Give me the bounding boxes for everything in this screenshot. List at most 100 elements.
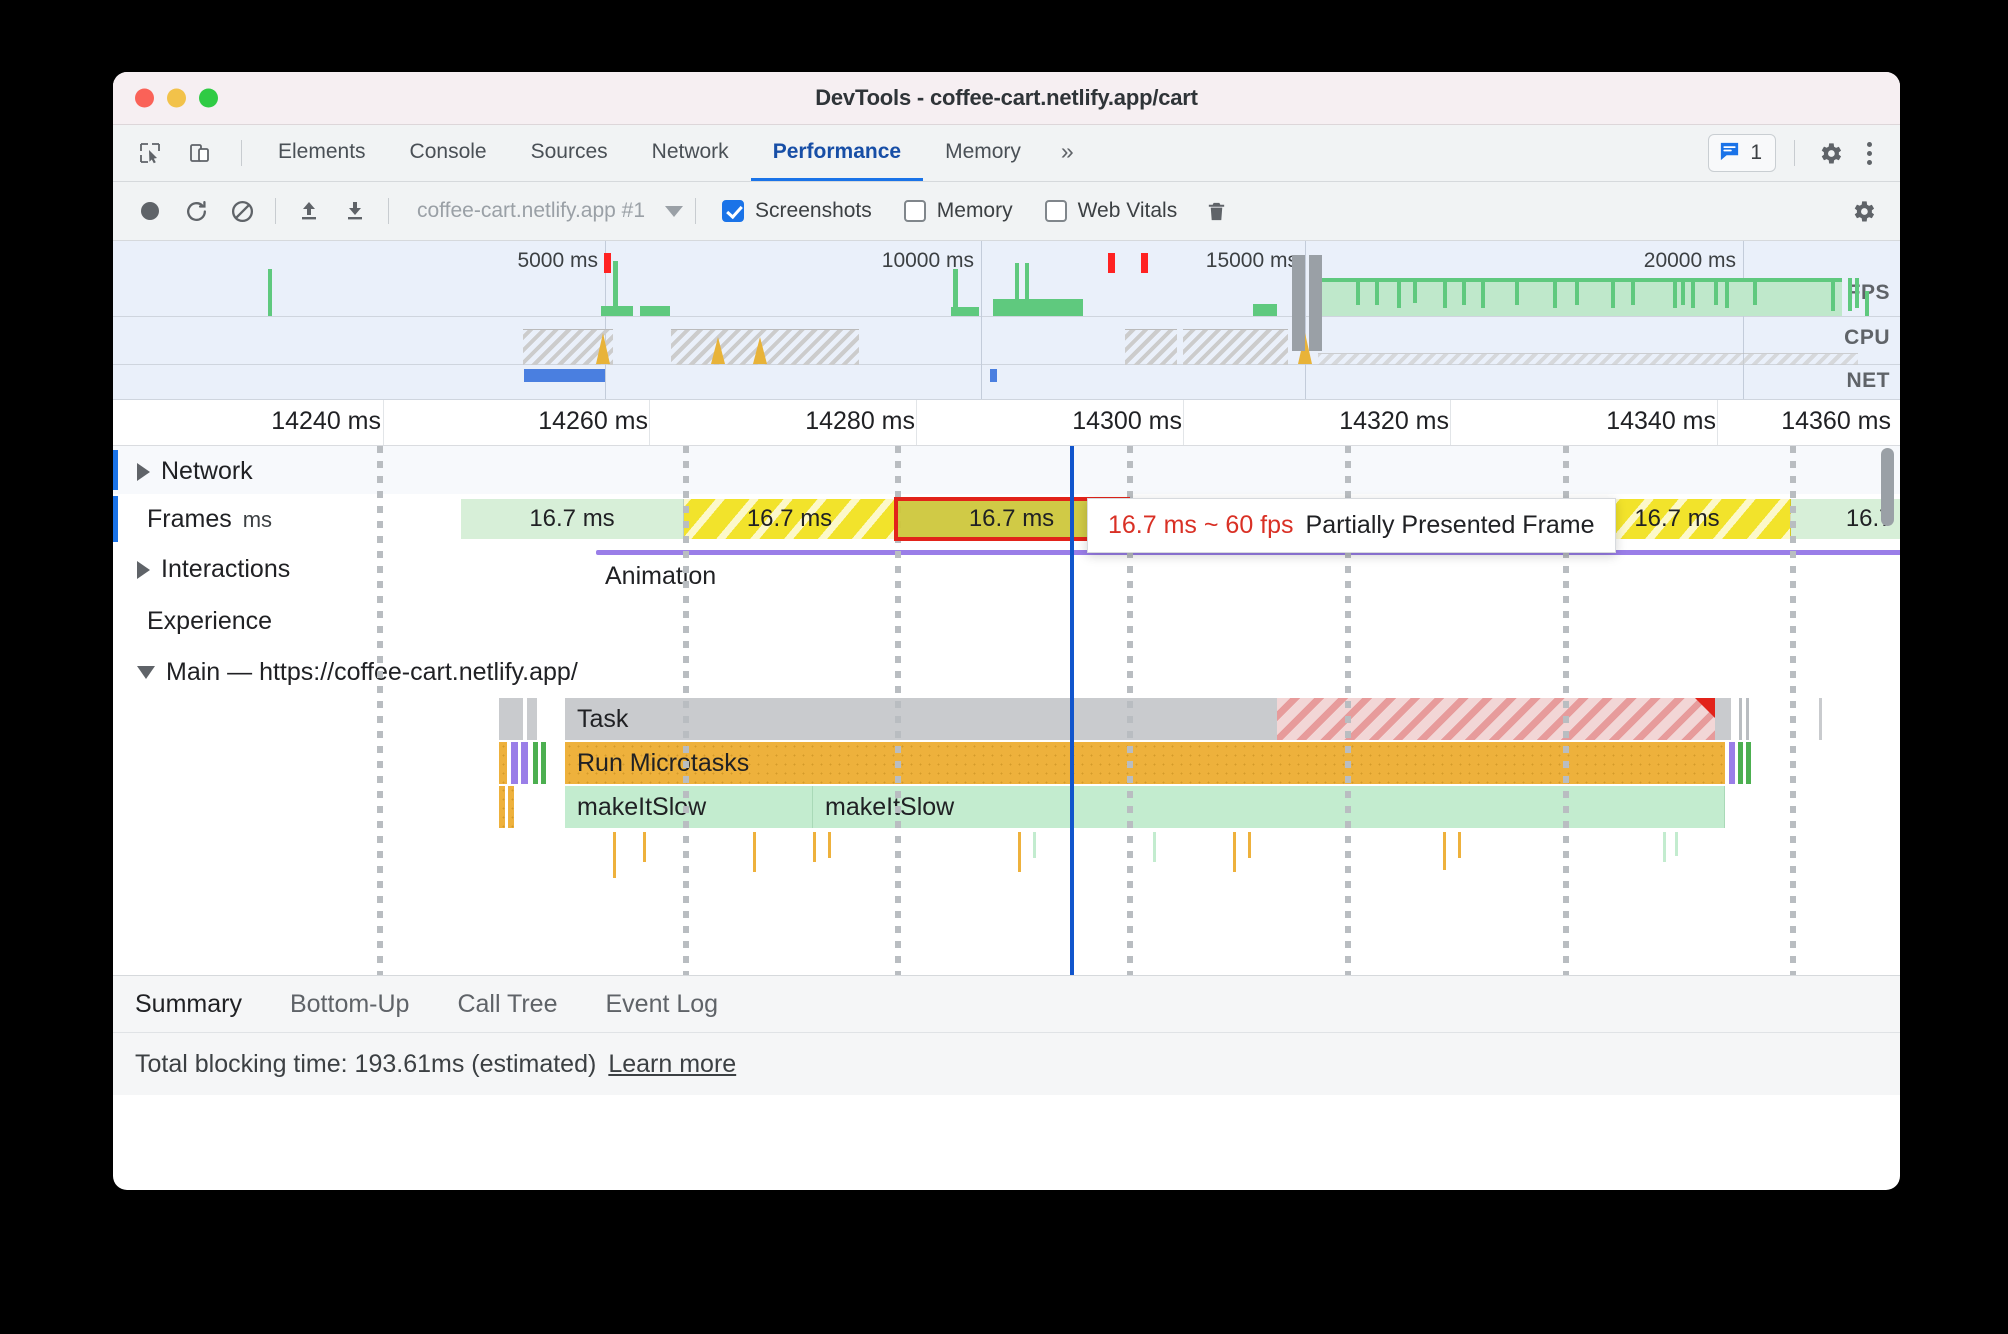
perfbar-divider-3 — [695, 198, 697, 224]
timeline-overview[interactable]: FPS CPU NET 5000 ms 10000 ms 15000 ms 20… — [113, 241, 1900, 400]
frame-duration: 16.7 ms — [746, 505, 833, 532]
main-track-name: Main — https://coffee-cart.netlify.app/ — [166, 658, 578, 686]
minimize-window-button[interactable] — [167, 88, 186, 108]
tabbar-right-icons: 1 — [1708, 125, 1900, 181]
window-controls[interactable] — [135, 88, 218, 108]
profile-select-value[interactable]: coffee-cart.netlify.app #1 — [417, 199, 646, 222]
clear-no-entry-icon[interactable] — [221, 192, 263, 230]
record-circle-icon[interactable] — [129, 192, 171, 230]
track-label-interactions[interactable]: Interactions — [137, 555, 290, 584]
ruler-gridline — [649, 400, 650, 445]
overview-fps-bar — [1725, 278, 1729, 308]
flame-bar-task-pre[interactable] — [499, 698, 523, 740]
zoom-window-button[interactable] — [199, 88, 218, 108]
memory-checkbox-box[interactable] — [903, 200, 926, 222]
flame-tick — [1153, 832, 1156, 862]
flame-bar-microtasks[interactable]: Run Microtasks — [565, 742, 1725, 784]
flame-bar-task-post[interactable] — [1715, 698, 1731, 740]
tab-performance[interactable]: Performance — [750, 125, 924, 181]
track-selection-edge — [113, 450, 118, 490]
tabbar-divider — [1794, 140, 1795, 166]
flame-bar-microtasks-pre[interactable] — [499, 742, 507, 784]
save-profile-down-icon[interactable] — [334, 192, 376, 230]
overview-fps-bar — [1855, 278, 1859, 308]
gear-icon[interactable] — [1813, 136, 1847, 170]
reload-record-icon[interactable] — [175, 192, 217, 230]
tab-call-tree[interactable]: Call Tree — [457, 989, 558, 1018]
capture-settings-gear-icon[interactable] — [1842, 192, 1884, 230]
overview-fps-bar — [1631, 278, 1635, 305]
tab-sources[interactable]: Sources — [530, 139, 608, 163]
experience-track-name: Experience — [147, 607, 273, 635]
flame-bar-task[interactable]: Task — [565, 698, 1277, 740]
message-count-badge[interactable]: 1 — [1708, 134, 1776, 172]
track-main[interactable]: Main — https://coffee-cart.netlify.app/ … — [113, 646, 1900, 975]
overview-cpu-baseline — [1318, 353, 1858, 365]
flame-tick — [541, 742, 546, 784]
web-vitals-checkbox-box[interactable] — [1044, 200, 1067, 222]
tab-elements[interactable]: Elements — [278, 139, 366, 163]
device-toolbar-icon[interactable] — [183, 136, 217, 170]
chevron-down-icon[interactable] — [137, 666, 155, 679]
tab-summary[interactable]: Summary — [135, 989, 242, 1018]
frame-block[interactable]: 16.7 ms — [684, 499, 896, 539]
overview-band-cpu — [113, 316, 1900, 365]
frame-guide — [1127, 446, 1133, 975]
flame-bar-slow-1[interactable]: makeItSlow — [565, 786, 813, 828]
chevron-right-icon[interactable] — [137, 560, 150, 579]
overview-window-handle-left[interactable] — [1292, 255, 1305, 351]
track-label-main[interactable]: Main — https://coffee-cart.netlify.app/ — [137, 658, 578, 687]
overview-time-label: 15000 ms — [1205, 249, 1298, 272]
more-tabs-button[interactable]: » — [1060, 138, 1074, 164]
timeline-tracks[interactable]: Network Frames ms 16.7 ms 16.7 ms 16.7 m… — [113, 446, 1900, 975]
trash-icon[interactable] — [1195, 192, 1237, 230]
overview-window-handle-right[interactable] — [1309, 255, 1322, 351]
flame-bar-slow-pre2[interactable] — [508, 786, 514, 828]
screenshots-checkbox-box[interactable] — [722, 200, 745, 222]
memory-checkbox[interactable]: Memory — [890, 199, 1027, 223]
screenshots-checkbox[interactable]: Screenshots — [708, 199, 886, 223]
perfbar-divider-2 — [388, 198, 389, 224]
web-vitals-checkbox[interactable]: Web Vitals — [1031, 199, 1192, 223]
details-tabbar: Summary Bottom-Up Call Tree Event Log — [113, 975, 1900, 1032]
flame-bar-label: Task — [577, 704, 629, 733]
tab-event-log[interactable]: Event Log — [605, 989, 719, 1018]
track-label-frames[interactable]: Frames ms — [147, 505, 272, 534]
chevron-down-icon[interactable] — [665, 205, 684, 217]
flame-bar-slow-pre[interactable] — [499, 786, 505, 828]
ruler-gridline — [1183, 400, 1184, 445]
screenshots-label: Screenshots — [755, 199, 872, 222]
flame-bar-label: Run Microtasks — [577, 748, 750, 777]
overview-fps-bar — [1253, 304, 1277, 316]
performance-toolbar: coffee-cart.netlify.app #1 Screenshots M… — [113, 182, 1900, 241]
chevron-right-icon[interactable] — [137, 462, 150, 481]
overview-network-bar — [990, 369, 997, 382]
flame-tick — [753, 832, 756, 872]
flame-tick — [1248, 832, 1251, 858]
overview-network-bar — [524, 369, 605, 382]
frame-block[interactable]: 16.7 ms — [461, 499, 684, 539]
tab-memory[interactable]: Memory — [945, 139, 1021, 163]
track-label-network[interactable]: Network — [137, 457, 253, 486]
flame-bar-task-long[interactable] — [1277, 698, 1715, 740]
track-label-experience[interactable]: Experience — [147, 607, 272, 636]
flame-bar-slow-2[interactable]: makeItSlow — [813, 786, 1725, 828]
learn-more-link[interactable]: Learn more — [608, 1049, 737, 1078]
tab-network[interactable]: Network — [651, 139, 729, 163]
tracks-scrollbar[interactable] — [1881, 448, 1894, 526]
tab-bottom-up[interactable]: Bottom-Up — [289, 989, 410, 1018]
flame-bar-task-pre2[interactable] — [527, 698, 537, 740]
track-experience[interactable]: Experience — [113, 594, 1900, 647]
close-window-button[interactable] — [135, 88, 154, 108]
perfbar-right — [1842, 192, 1884, 230]
timeline-playhead[interactable] — [1070, 446, 1074, 975]
frame-guide — [1345, 446, 1351, 975]
cursor-select-icon[interactable] — [133, 136, 167, 170]
kebab-menu-icon[interactable] — [1857, 141, 1882, 165]
load-profile-up-icon[interactable] — [288, 192, 330, 230]
frame-guide — [895, 446, 901, 975]
overview-fps-bar — [1673, 278, 1677, 308]
track-selection-edge — [113, 496, 118, 542]
tab-console[interactable]: Console — [409, 139, 487, 163]
flame-tick — [828, 832, 831, 858]
